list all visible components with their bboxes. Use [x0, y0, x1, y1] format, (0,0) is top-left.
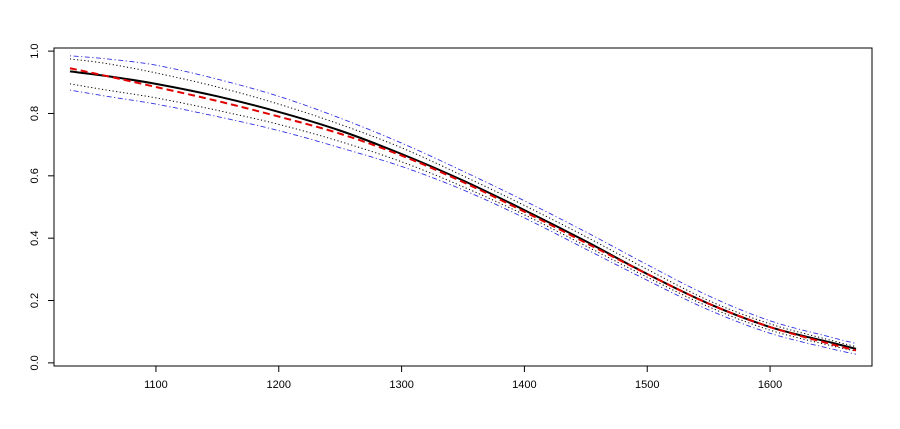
y-tick-label: 0.2 — [29, 293, 41, 308]
series-layer — [69, 55, 857, 355]
series-line-2 — [69, 67, 857, 352]
y-tick-label: 0.6 — [29, 168, 41, 183]
x-tick-label: 1600 — [758, 379, 782, 391]
y-tick-label: 0.8 — [29, 106, 41, 121]
y-tick-label: 0.0 — [29, 355, 41, 370]
x-tick-label: 1200 — [267, 379, 291, 391]
x-axis: 1100 1200 1300 1400 1500 1600 — [144, 365, 782, 391]
series-line-6 — [69, 89, 857, 355]
y-tick-label: 0.4 — [29, 231, 41, 246]
y-tick-label: 1.0 — [29, 43, 41, 58]
series-line-1 — [69, 70, 857, 350]
y-axis: 0.0 0.2 0.4 0.6 0.8 1.0 — [29, 43, 55, 371]
series-line-4 — [69, 83, 857, 352]
x-tick-label: 1400 — [512, 379, 536, 391]
x-tick-label: 1500 — [635, 379, 659, 391]
x-tick-label: 1100 — [144, 379, 168, 391]
x-tick-label: 1300 — [389, 379, 413, 391]
